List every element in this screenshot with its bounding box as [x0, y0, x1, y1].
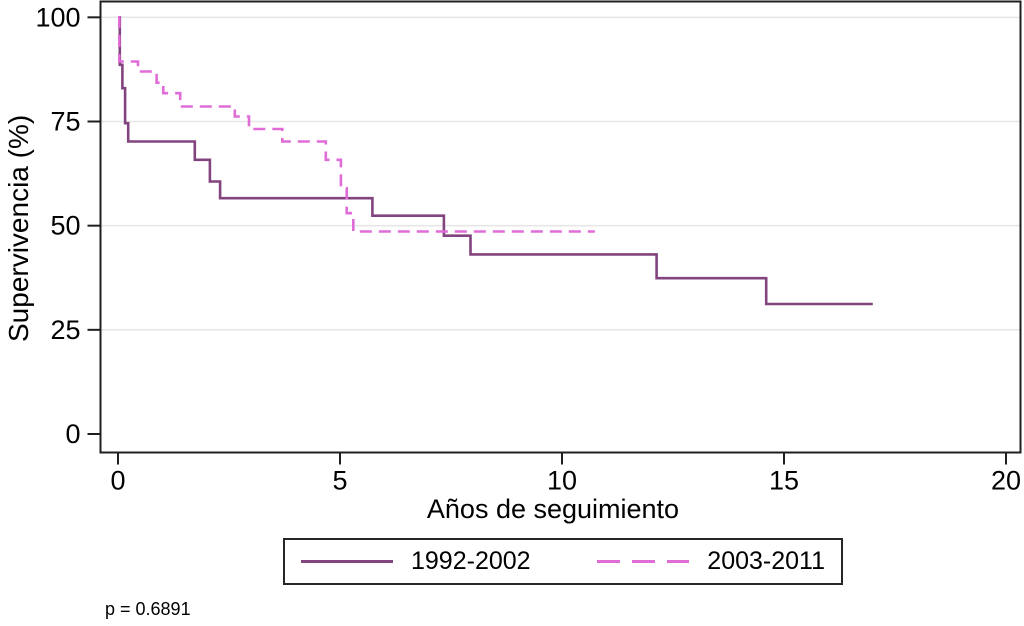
plot-area-border	[99, 0, 1022, 454]
y-axis-title: Supervivencia (%)	[3, 114, 34, 342]
legend-swatch-solid-line	[301, 560, 393, 563]
legend-label: 1992-2002	[411, 547, 531, 575]
x-tick-label: 20	[991, 466, 1021, 496]
y-tick-label: 25	[50, 315, 80, 345]
legend-entry-2003-2011: 2003-2011	[597, 547, 825, 576]
p-value-annotation: p = 0.6891	[105, 599, 191, 619]
x-tick-label: 10	[547, 466, 577, 496]
legend: 1992-2002 2003-2011	[283, 538, 843, 585]
y-tick-label: 50	[50, 211, 80, 241]
legend-label: 2003-2011	[707, 547, 825, 575]
series-line-2003-2011	[118, 16, 595, 233]
legend-swatch-dashed-line	[597, 560, 690, 563]
y-tick-label: 75	[50, 106, 80, 136]
series-line-1992-2002	[118, 16, 873, 306]
y-tick-label: 0	[65, 419, 80, 449]
legend-entry-1992-2002: 1992-2002	[301, 547, 531, 576]
y-tick-label: 100	[35, 2, 80, 32]
x-axis-title: Años de seguimiento	[426, 494, 680, 524]
x-tick-label: 5	[332, 466, 347, 496]
x-tick-label: 15	[769, 466, 799, 496]
x-tick-label: 0	[110, 466, 125, 496]
